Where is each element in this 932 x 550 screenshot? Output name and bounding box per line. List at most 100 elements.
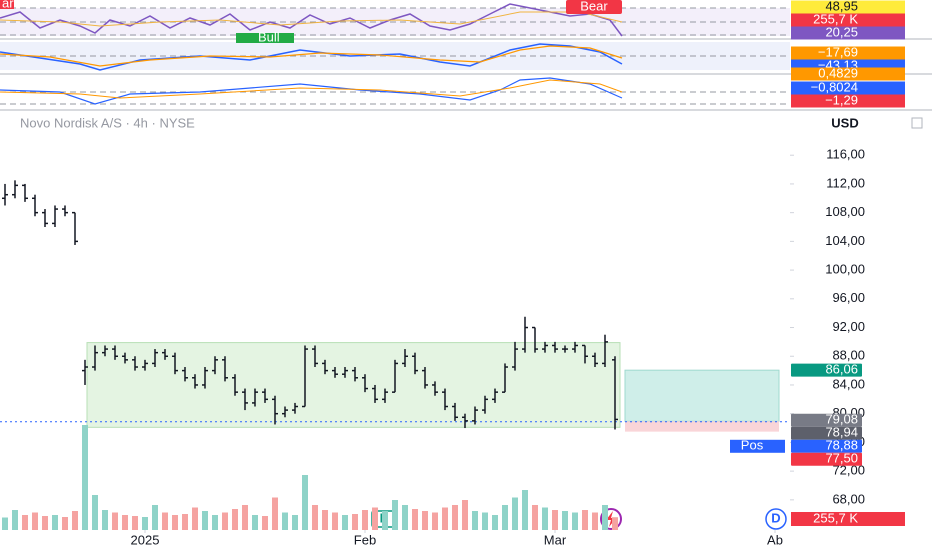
- indicator-label-bg: [791, 94, 905, 108]
- y-tick-label: 92,00: [832, 319, 865, 334]
- indicator-label-bg: [791, 81, 905, 95]
- indicator-label: −17,69: [818, 44, 858, 59]
- volume-bar: [472, 511, 478, 530]
- volume-bar: [202, 511, 208, 530]
- indicator-label-bg: [791, 13, 905, 27]
- volume-bar: [372, 507, 378, 530]
- volume-bar: [312, 505, 318, 530]
- osc-signal: [0, 79, 623, 99]
- price-label: 77,50: [825, 451, 858, 466]
- volume-bar: [612, 517, 618, 530]
- signal-line: [0, 45, 623, 67]
- volume-bar: [252, 515, 258, 530]
- y-tick-label: 108,00: [825, 204, 865, 219]
- volume-bar: [232, 509, 238, 530]
- volume-bar: [572, 512, 578, 530]
- indicator-label: −0,8024: [811, 79, 858, 94]
- volume-bar: [352, 514, 358, 530]
- price-label-bg: [791, 413, 862, 427]
- volume-bar: [442, 507, 448, 530]
- volume-bar: [32, 512, 38, 530]
- volume-bar: [42, 516, 48, 530]
- volume-bar: [2, 517, 8, 530]
- indicator-label-bg: [791, 26, 905, 40]
- indicator-label: 255,7 K: [813, 11, 858, 26]
- price-label: 78,88: [825, 438, 858, 453]
- dividend-label[interactable]: D: [771, 510, 780, 525]
- volume-label: 255,7 K: [813, 510, 858, 525]
- volume-bar: [112, 512, 118, 530]
- x-tick-label: Ab: [767, 532, 783, 547]
- volume-bar: [362, 510, 368, 530]
- volume-bar: [432, 512, 438, 530]
- volume-bar: [82, 425, 88, 530]
- volume-bar: [412, 509, 418, 530]
- price-label-bg: [791, 363, 862, 377]
- x-tick-label: Feb: [354, 532, 376, 547]
- volume-bar: [182, 514, 188, 530]
- volume-bar: [262, 516, 268, 530]
- macd-line: [0, 43, 623, 71]
- volume-bar: [462, 500, 468, 530]
- indicator-label: 20,25: [825, 24, 858, 39]
- volume-bar: [212, 515, 218, 530]
- marker-bg: [566, 0, 622, 14]
- volume-bar: [222, 512, 228, 530]
- volume-bar: [282, 512, 288, 530]
- volume-bar: [342, 515, 348, 530]
- volume-bar: [512, 497, 518, 530]
- pos-tag: Pos: [741, 438, 764, 453]
- y-tick-label: 72,00: [832, 463, 865, 478]
- volume-bar: [302, 475, 308, 530]
- volume-bar: [272, 497, 278, 530]
- price-label: 78,94: [825, 425, 858, 440]
- stop-zone: [625, 421, 779, 432]
- y-tick-label: 68,00: [832, 491, 865, 506]
- volume-bar: [52, 515, 58, 530]
- y-tick-label: 84,00: [832, 376, 865, 391]
- volume-bar: [142, 517, 148, 530]
- volume-bar: [562, 511, 568, 530]
- signal-marker: Bull: [258, 29, 280, 44]
- volume-bar: [92, 495, 98, 530]
- pos-tag-bg: [730, 439, 785, 453]
- volume-bar: [242, 505, 248, 530]
- y-tick-label: 96,00: [832, 290, 865, 305]
- x-tick-label: 2025: [131, 532, 160, 547]
- y-tick-label: 88,00: [832, 348, 865, 363]
- y-tick-label: 100,00: [825, 262, 865, 277]
- volume-bar: [602, 505, 608, 530]
- volume-bar: [132, 516, 138, 530]
- volume-bar: [452, 505, 458, 530]
- volume-bar: [62, 517, 68, 530]
- indicator-label: 0,4829: [818, 65, 858, 80]
- price-label: 86,06: [825, 362, 858, 377]
- volume-label-bg: [791, 512, 905, 526]
- volume-bar: [592, 512, 598, 530]
- price-label: 79,08: [825, 412, 858, 427]
- volume-bar: [552, 510, 558, 530]
- settings-icon[interactable]: [911, 117, 923, 129]
- volume-bar: [542, 507, 548, 530]
- volume-bar: [332, 512, 338, 530]
- volume-bar: [72, 511, 78, 530]
- dividend-icon[interactable]: [765, 508, 787, 530]
- volume-bar: [22, 515, 28, 530]
- volume-bar: [392, 500, 398, 530]
- indicator-label-bg: [791, 67, 905, 81]
- indicator-label: 48,95: [825, 0, 858, 13]
- volume-bar: [162, 512, 168, 530]
- currency: USD: [831, 115, 858, 130]
- rsi-line: [0, 3, 623, 37]
- indicator-label: −1,29: [825, 92, 858, 107]
- volume-bar: [532, 505, 538, 530]
- volume-bar: [492, 515, 498, 530]
- price-label-bg: [791, 439, 862, 453]
- volume-bar: [422, 511, 428, 530]
- price-label-bg: [791, 426, 862, 440]
- volume-bar: [192, 507, 198, 530]
- x-tick-label: Mar: [544, 532, 567, 547]
- marker-bg: [0, 0, 14, 9]
- target-zone: [624, 369, 780, 422]
